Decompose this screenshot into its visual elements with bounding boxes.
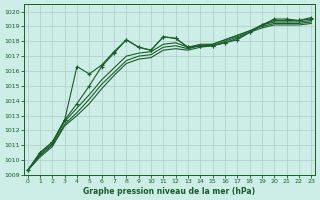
X-axis label: Graphe pression niveau de la mer (hPa): Graphe pression niveau de la mer (hPa)	[84, 187, 256, 196]
